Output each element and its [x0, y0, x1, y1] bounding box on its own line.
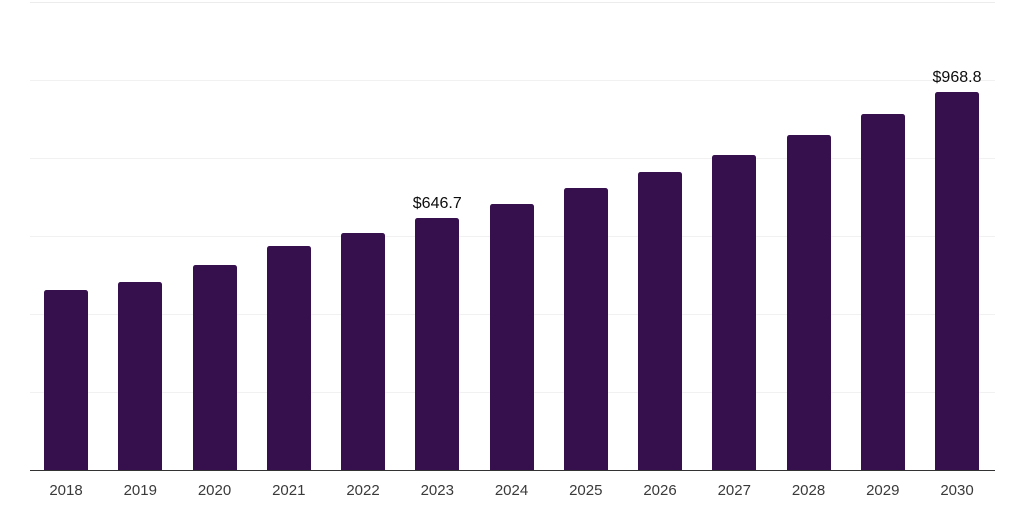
bar-2020	[192, 264, 237, 470]
tick-label-2027: 2027	[717, 482, 751, 499]
bar-2026	[638, 171, 682, 470]
bar-2019	[118, 281, 163, 470]
tick-label-2023: 2023	[420, 482, 454, 499]
gridline-800	[30, 158, 995, 159]
tick-label-2026: 2026	[643, 482, 677, 499]
tick-label-2018: 2018	[49, 482, 83, 499]
bar-2023	[415, 217, 460, 470]
bar-2021	[266, 245, 311, 470]
tick-label-2022: 2022	[346, 482, 380, 499]
tick-label-2029: 2029	[866, 482, 900, 499]
tick-label-2020: 2020	[197, 482, 232, 499]
gridline-1000	[30, 80, 995, 81]
bar-2025	[563, 187, 608, 470]
x-axis-tick-labels: 2018 2019 2020 2021 2022 2023 2024 2025 2026 2027…	[30, 482, 995, 504]
tick-label-2021: 2021	[272, 482, 306, 499]
tick-label-2024: 2024	[494, 482, 529, 499]
tick-label-2030: 2030	[940, 482, 974, 499]
tick-label-2019: 2019	[123, 482, 157, 499]
bar-2024	[489, 203, 534, 470]
bar-2027	[712, 155, 757, 470]
x-axis-line	[30, 469, 995, 471]
bar-2028	[786, 135, 831, 470]
tick-label-2028: 2028	[791, 482, 826, 499]
gridline-1200	[30, 2, 995, 3]
value-label-2030: $968.8	[932, 69, 982, 87]
tick-label-2025: 2025	[569, 482, 603, 499]
bar-2029	[860, 114, 905, 470]
bar-2022	[341, 233, 385, 470]
bar-2030	[935, 92, 979, 470]
plot-area: $646.7 $968.8	[30, 2, 995, 471]
bar-2018	[44, 289, 88, 470]
value-label-2023: $646.7	[412, 194, 462, 212]
